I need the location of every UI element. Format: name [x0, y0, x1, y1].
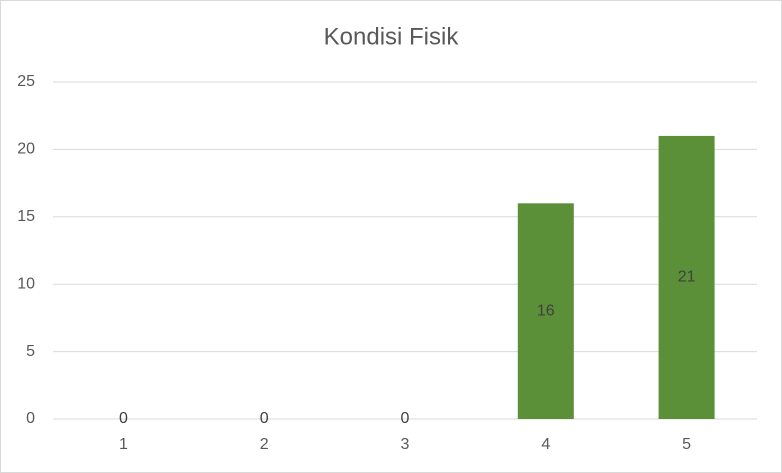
x-tick-label: 3	[401, 436, 410, 453]
chart-title: Kondisi Fisik	[324, 23, 460, 50]
x-tick-label: 1	[119, 436, 128, 453]
value-label: 0	[260, 410, 269, 427]
y-tick-label: 0	[26, 410, 35, 427]
x-tick-label: 2	[260, 436, 269, 453]
bar	[658, 135, 715, 420]
value-label: 21	[678, 269, 696, 286]
value-label: 0	[119, 410, 128, 427]
y-tick-label: 10	[17, 275, 35, 292]
x-tick-label: 4	[541, 436, 550, 453]
y-tick-label: 15	[17, 208, 35, 225]
y-tick-label: 25	[17, 73, 35, 90]
y-tick-label: 5	[26, 343, 35, 360]
bar	[517, 203, 574, 419]
value-label: 0	[401, 410, 410, 427]
value-label: 16	[537, 302, 555, 319]
y-tick-label: 20	[17, 141, 35, 158]
x-tick-label: 5	[682, 436, 691, 453]
